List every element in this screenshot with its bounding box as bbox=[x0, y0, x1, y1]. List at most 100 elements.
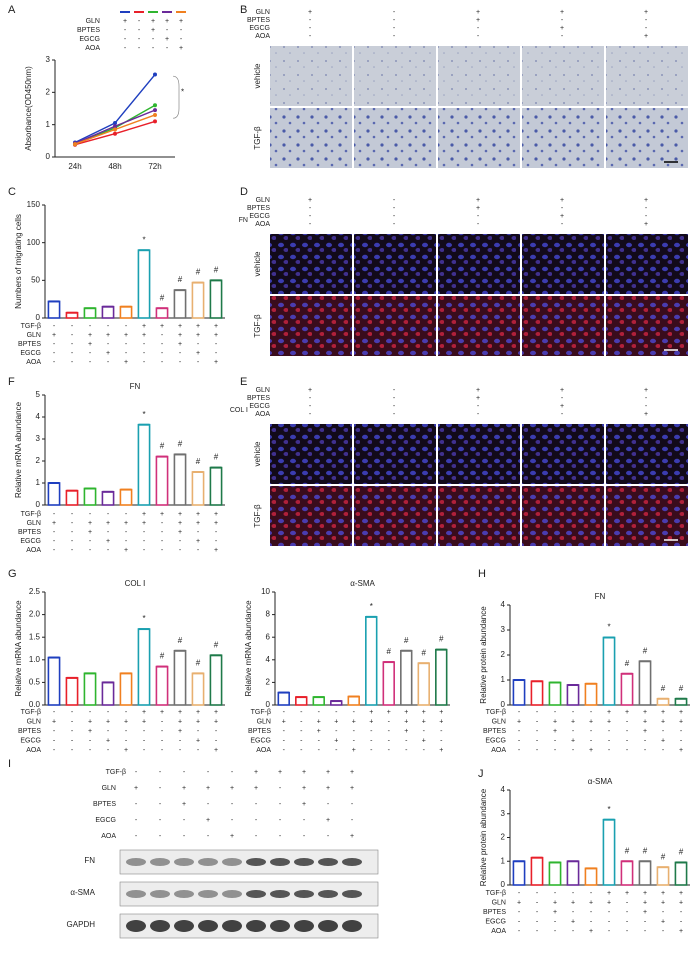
condition-sign: - bbox=[423, 728, 426, 735]
condition-sign: + bbox=[196, 520, 200, 527]
blot-band bbox=[150, 858, 170, 866]
condition-sign: - bbox=[71, 350, 74, 357]
condition-sign: - bbox=[183, 769, 186, 776]
condition-sign: + bbox=[607, 718, 611, 725]
bar bbox=[65, 677, 79, 706]
bar bbox=[400, 649, 413, 706]
condition-sign: - bbox=[161, 520, 164, 527]
condition-sign: - bbox=[477, 221, 480, 228]
condition-sign: + bbox=[196, 709, 200, 716]
condition-sign: - bbox=[561, 411, 564, 418]
condition-sign: - bbox=[300, 728, 303, 735]
condition-sign: + bbox=[679, 709, 683, 716]
condition-label: TGF-β bbox=[21, 709, 41, 716]
condition-sign: - bbox=[71, 520, 74, 527]
condition-sign: - bbox=[53, 511, 56, 518]
condition-sign: + bbox=[476, 9, 480, 16]
bar bbox=[83, 672, 97, 706]
condition-sign: + bbox=[326, 817, 330, 824]
condition-sign: + bbox=[643, 709, 647, 716]
condition-sign: - bbox=[143, 747, 146, 754]
x-tick-label: 72h bbox=[148, 162, 161, 171]
condition-label: GLN bbox=[27, 718, 41, 725]
condition-sign: - bbox=[644, 747, 647, 754]
condition-sign: + bbox=[88, 332, 92, 339]
y-axis-label: Relative protein abundance bbox=[479, 788, 488, 886]
stain-label: FN bbox=[239, 217, 248, 224]
bar bbox=[191, 672, 205, 706]
condition-label: TGF-β bbox=[106, 769, 126, 776]
condition-sign: + bbox=[278, 769, 282, 776]
micrograph bbox=[606, 108, 688, 168]
bar bbox=[566, 684, 580, 706]
condition-label: GLN bbox=[27, 332, 41, 339]
point bbox=[113, 124, 117, 129]
condition-sign: + bbox=[517, 718, 521, 725]
condition-sign: + bbox=[308, 197, 312, 204]
y-axis-label: Relative protein abundance bbox=[479, 606, 488, 704]
condition-sign: + bbox=[206, 817, 210, 824]
condition-sign: + bbox=[350, 785, 354, 792]
condition-sign: + bbox=[352, 747, 356, 754]
point bbox=[153, 103, 157, 108]
condition-label: GLN bbox=[257, 718, 271, 725]
condition-sign: + bbox=[553, 728, 557, 735]
y-tick-label: 0 bbox=[501, 880, 506, 889]
condition-sign: - bbox=[388, 747, 391, 754]
condition-sign: - bbox=[207, 801, 210, 808]
blot-band bbox=[318, 920, 338, 932]
micrograph bbox=[522, 486, 604, 546]
condition-sign: - bbox=[572, 709, 575, 716]
bar bbox=[312, 696, 325, 706]
condition-sign: + bbox=[302, 785, 306, 792]
condition-sign: - bbox=[159, 833, 162, 840]
y-tick-label: 150 bbox=[27, 200, 41, 209]
condition-sign: - bbox=[518, 709, 521, 716]
y-tick-label: 0.5 bbox=[29, 678, 41, 687]
condition-sign: + bbox=[679, 899, 683, 906]
annotation: * bbox=[142, 614, 145, 623]
y-tick-label: 0 bbox=[36, 313, 41, 322]
condition-sign: + bbox=[625, 709, 629, 716]
bar bbox=[382, 661, 395, 706]
condition-sign: - bbox=[125, 511, 128, 518]
condition-sign: - bbox=[143, 737, 146, 744]
blot-label: α-SMA bbox=[70, 888, 95, 897]
micrograph bbox=[354, 424, 436, 484]
condition-sign: - bbox=[197, 728, 200, 735]
condition-sign: + bbox=[182, 785, 186, 792]
condition-label: AOA bbox=[26, 547, 41, 554]
chart-title: α-SMA bbox=[350, 579, 375, 588]
y-tick-label: 100 bbox=[27, 238, 41, 247]
condition-sign: - bbox=[554, 737, 557, 744]
condition-sign: - bbox=[215, 341, 218, 348]
bar bbox=[277, 691, 290, 706]
blot-band bbox=[174, 920, 194, 932]
condition-sign: - bbox=[161, 332, 164, 339]
condition-sign: - bbox=[53, 350, 56, 357]
annotation: # bbox=[661, 852, 666, 861]
condition-sign: - bbox=[626, 918, 629, 925]
condition-sign: + bbox=[553, 899, 557, 906]
y-tick-label: 2 bbox=[266, 678, 271, 687]
row-label: vehicle bbox=[253, 441, 262, 466]
condition-sign: - bbox=[536, 709, 539, 716]
condition-sign: + bbox=[160, 323, 164, 330]
condition-sign: + bbox=[214, 520, 218, 527]
condition-sign: + bbox=[369, 709, 373, 716]
condition-sign: - bbox=[283, 709, 286, 716]
bar bbox=[435, 648, 448, 706]
condition-sign: + bbox=[165, 36, 169, 43]
condition-sign: - bbox=[393, 9, 396, 16]
condition-label: EGCG bbox=[95, 817, 116, 824]
condition-label: BPTES bbox=[18, 529, 41, 536]
blot-band bbox=[126, 858, 146, 866]
y-tick-label: 10 bbox=[261, 587, 270, 596]
condition-sign: - bbox=[626, 909, 629, 916]
blot-band bbox=[222, 890, 242, 898]
condition-sign: - bbox=[680, 728, 683, 735]
annotation: # bbox=[625, 846, 630, 855]
bar bbox=[584, 682, 598, 706]
bar bbox=[65, 489, 79, 506]
condition-sign: + bbox=[178, 323, 182, 330]
